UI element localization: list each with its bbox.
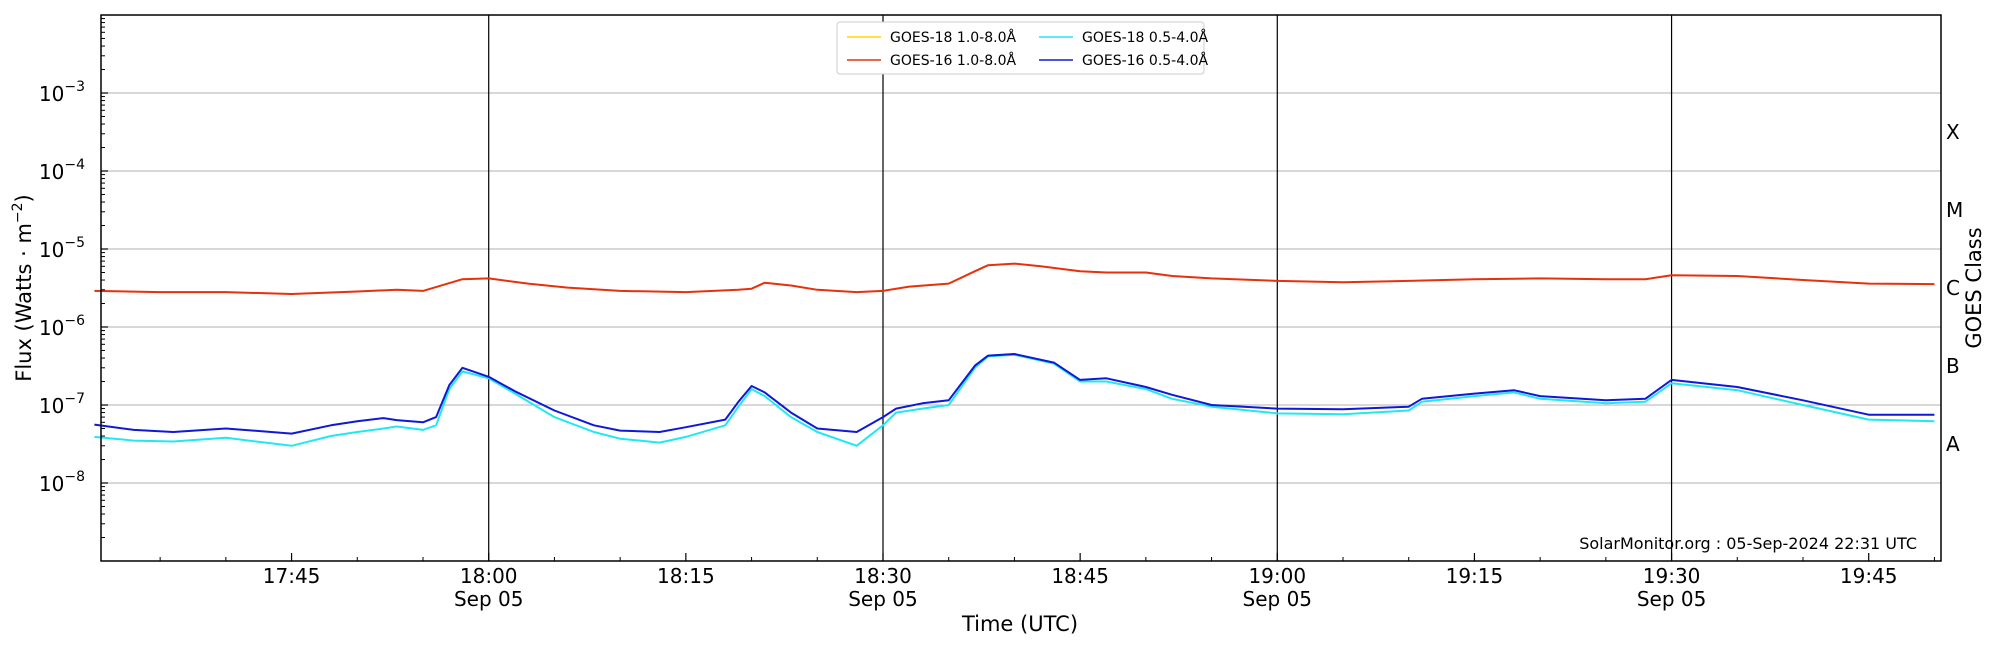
legend-label-2: GOES-18 0.5-4.0Å xyxy=(1082,29,1208,46)
x-tick-label-0: 17:45 xyxy=(263,564,321,588)
series-line-1 xyxy=(94,262,1935,295)
x-tick-date-3: Sep 05 xyxy=(848,587,918,611)
x-tick-label-2: 18:15 xyxy=(657,564,715,588)
y-tick-labels: 10−810−710−610−510−410−3 xyxy=(39,79,85,496)
x-tick-label-8: 19:45 xyxy=(1840,564,1898,588)
y-tick-label-1: 10−7 xyxy=(39,391,85,418)
y-tick-label-4: 10−4 xyxy=(39,157,85,184)
axis-ticks xyxy=(101,18,1935,561)
x-tick-date-5: Sep 05 xyxy=(1243,587,1313,611)
x-tick-label-3: 18:30 xyxy=(854,564,912,588)
x-tick-date-7: Sep 05 xyxy=(1637,587,1707,611)
goes-class-labels: A B C M X xyxy=(1946,120,1963,456)
goes-class-C: C xyxy=(1946,276,1960,300)
y-tick-base: 10 xyxy=(39,316,64,340)
y-tick-exponent: −8 xyxy=(64,469,85,485)
y-tick-exponent: −4 xyxy=(64,157,85,173)
y-axis-label: Flux (Watts · m−2) xyxy=(10,194,36,382)
x-tick-label-5: 19:00 xyxy=(1248,564,1306,588)
y-axis-label-main: Flux (Watts · m xyxy=(12,223,36,382)
y-tick-base: 10 xyxy=(39,238,64,262)
y-tick-label-3: 10−5 xyxy=(39,235,85,262)
x-axis-label: Time (UTC) xyxy=(961,612,1078,636)
y-tick-exponent: −6 xyxy=(64,313,85,329)
x-tick-label-7: 19:30 xyxy=(1643,564,1701,588)
y-tick-base: 10 xyxy=(39,394,64,418)
y-tick-label-5: 10−3 xyxy=(39,79,85,106)
plot-frame xyxy=(100,14,1942,562)
legend-label-3: GOES-16 0.5-4.0Å xyxy=(1082,52,1208,69)
credit-annotation: SolarMonitor.org : 05-Sep-2024 22:31 UTC xyxy=(1579,534,1917,553)
y-tick-exponent: −5 xyxy=(64,235,85,251)
goes-class-A: A xyxy=(1946,432,1960,456)
series-line-2 xyxy=(94,353,1935,447)
series-lines xyxy=(94,262,1935,447)
y-tick-exponent: −7 xyxy=(64,391,85,407)
series-line-3 xyxy=(94,353,1935,435)
right-axis-label: GOES Class xyxy=(1962,227,1986,348)
y-tick-label-0: 10−8 xyxy=(39,469,85,496)
y-tick-exponent: −3 xyxy=(64,79,85,95)
x-tick-label-4: 18:45 xyxy=(1051,564,1109,588)
legend: GOES-18 1.0-8.0Å GOES-16 1.0-8.0Å GOES-18 … xyxy=(836,21,1208,75)
goes-class-X: X xyxy=(1946,120,1960,144)
x-tick-label-6: 19:15 xyxy=(1446,564,1504,588)
legend-items: GOES-18 1.0-8.0Å GOES-16 1.0-8.0Å GOES-18 … xyxy=(847,29,1208,69)
x-tick-label-1: 18:00 xyxy=(460,564,518,588)
goes-class-M: M xyxy=(1946,198,1963,222)
y-tick-base: 10 xyxy=(39,472,64,496)
y-axis-label-close: ) xyxy=(12,194,36,202)
grid-lines xyxy=(101,92,1941,484)
day-marker-lines xyxy=(488,15,1673,561)
y-tick-label-2: 10−6 xyxy=(39,313,85,340)
y-tick-base: 10 xyxy=(39,160,64,184)
x-tick-date-1: Sep 05 xyxy=(454,587,524,611)
legend-label-0: GOES-18 1.0-8.0Å xyxy=(890,29,1016,46)
legend-label-1: GOES-16 1.0-8.0Å xyxy=(890,52,1016,69)
y-tick-base: 10 xyxy=(39,82,64,106)
legend-box xyxy=(836,21,1205,75)
goes-class-B: B xyxy=(1946,354,1960,378)
y-axis-label-exponent: −2 xyxy=(10,202,26,223)
